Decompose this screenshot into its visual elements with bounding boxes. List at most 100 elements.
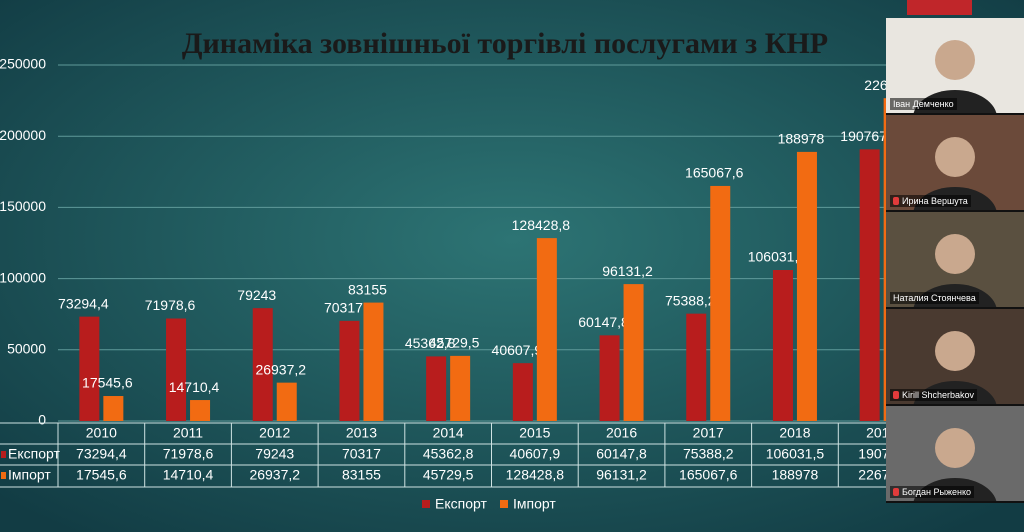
data-label: 60147,8 bbox=[578, 314, 629, 330]
table-row-header: Експорт bbox=[8, 446, 60, 462]
x-tick-label: 2010 bbox=[86, 425, 117, 441]
bar bbox=[623, 284, 644, 421]
table-cell: 128428,8 bbox=[506, 467, 565, 483]
participant-label: Іван Демченко bbox=[893, 99, 954, 109]
x-tick-label: 2011 bbox=[173, 425, 203, 441]
bar bbox=[710, 185, 731, 421]
data-label: 73294,4 bbox=[58, 295, 109, 311]
data-label: 71978,6 bbox=[145, 297, 196, 313]
bar bbox=[190, 400, 211, 421]
x-tick-label: 2014 bbox=[433, 425, 464, 441]
data-label: 190767 bbox=[840, 128, 887, 144]
x-tick-label: 2015 bbox=[519, 425, 550, 441]
table-key bbox=[1, 451, 6, 458]
y-tick-label: 250000 bbox=[0, 56, 46, 72]
data-label: 26937,2 bbox=[255, 361, 306, 377]
table-cell: 165067,6 bbox=[679, 467, 738, 483]
table-cell: 70317 bbox=[342, 446, 381, 462]
bar bbox=[512, 363, 533, 421]
bar bbox=[859, 149, 880, 422]
table-cell: 14710,4 bbox=[163, 467, 214, 483]
data-label: 106031,5 bbox=[748, 249, 807, 265]
participant-name: Ирина Вершута bbox=[890, 195, 971, 207]
bar bbox=[103, 396, 124, 421]
x-tick-label: 2013 bbox=[346, 425, 377, 441]
data-label: 17545,6 bbox=[82, 375, 133, 391]
table-row-header: Імпорт bbox=[8, 467, 51, 483]
legend-swatch bbox=[422, 500, 430, 508]
bar bbox=[536, 238, 557, 421]
bar bbox=[772, 270, 793, 421]
data-label: 165067,6 bbox=[685, 165, 744, 181]
data-label: 79243 bbox=[237, 287, 276, 303]
table-cell: 71978,6 bbox=[163, 446, 214, 462]
data-label: 45729,5 bbox=[429, 335, 480, 351]
table-key bbox=[1, 472, 6, 479]
bar bbox=[79, 316, 100, 421]
participant-tile[interactable]: Ирина Вершута bbox=[886, 115, 1024, 212]
table-cell: 79243 bbox=[255, 446, 294, 462]
table-cell: 26937,2 bbox=[249, 467, 300, 483]
y-tick-label: 50000 bbox=[7, 341, 46, 357]
table-cell: 45729,5 bbox=[423, 467, 474, 483]
table-cell: 75388,2 bbox=[683, 446, 734, 462]
table-cell: 83155 bbox=[342, 467, 381, 483]
legend-label: Експорт bbox=[435, 496, 487, 512]
data-label: 83155 bbox=[348, 281, 387, 297]
participant-label: Kirill Shcherbakov bbox=[902, 390, 975, 400]
bar bbox=[339, 320, 360, 421]
participant-tile[interactable]: Kirill Shcherbakov bbox=[886, 309, 1024, 406]
participant-tile[interactable]: Богдан Рыженко bbox=[886, 406, 1024, 503]
data-label: 40607,9 bbox=[492, 342, 543, 358]
data-label: 70317 bbox=[324, 300, 363, 316]
x-tick-label: 2018 bbox=[779, 425, 810, 441]
data-label: 75388,2 bbox=[665, 292, 716, 308]
table-cell: 45362,8 bbox=[423, 446, 474, 462]
participant-name: Kirill Shcherbakov bbox=[890, 389, 978, 401]
table-cell: 106031,5 bbox=[766, 446, 825, 462]
muted-icon bbox=[893, 391, 899, 399]
bar bbox=[450, 355, 471, 421]
bar bbox=[252, 308, 273, 421]
table-cell: 40607,9 bbox=[510, 446, 561, 462]
table-cell: 73294,4 bbox=[76, 446, 127, 462]
participant-label: Ирина Вершута bbox=[902, 196, 968, 206]
y-tick-label: 150000 bbox=[0, 198, 46, 214]
data-label: 14710,4 bbox=[169, 379, 220, 395]
participant-name: Іван Демченко bbox=[890, 98, 957, 110]
y-tick-label: 200000 bbox=[0, 127, 46, 143]
table-cell: 96131,2 bbox=[596, 467, 647, 483]
bar bbox=[426, 356, 447, 421]
bar bbox=[599, 335, 620, 421]
table-cell: 17545,6 bbox=[76, 467, 127, 483]
data-label: 96131,2 bbox=[602, 263, 653, 279]
muted-icon bbox=[893, 197, 899, 205]
participant-tile[interactable]: Наталия Стоянчева bbox=[886, 212, 1024, 309]
table-cell: 60147,8 bbox=[596, 446, 647, 462]
y-tick-label: 100000 bbox=[0, 269, 46, 285]
data-label: 188978 bbox=[778, 131, 825, 147]
bar bbox=[796, 151, 817, 421]
x-tick-label: 2016 bbox=[606, 425, 637, 441]
participant-label: Наталия Стоянчева bbox=[893, 293, 976, 303]
participant-name: Богдан Рыженко bbox=[890, 486, 975, 498]
participant-label: Богдан Рыженко bbox=[902, 487, 972, 497]
legend-swatch bbox=[500, 500, 508, 508]
table-cell: 188978 bbox=[772, 467, 819, 483]
x-tick-label: 2012 bbox=[259, 425, 290, 441]
data-label: 128428,8 bbox=[512, 217, 571, 233]
participant-tile[interactable]: Іван Демченко bbox=[886, 18, 1024, 115]
chart-title: Динаміка зовнішньої торгівлі послугами з… bbox=[182, 27, 828, 60]
bar bbox=[166, 318, 187, 421]
data-label: 45362,8 bbox=[405, 335, 456, 351]
muted-icon bbox=[893, 488, 899, 496]
x-tick-label: 2017 bbox=[693, 425, 724, 441]
bar bbox=[276, 382, 297, 421]
bar bbox=[363, 302, 384, 421]
participant-name: Наталия Стоянчева bbox=[890, 292, 979, 304]
y-tick-label: 0 bbox=[38, 412, 46, 428]
bar bbox=[686, 313, 707, 421]
